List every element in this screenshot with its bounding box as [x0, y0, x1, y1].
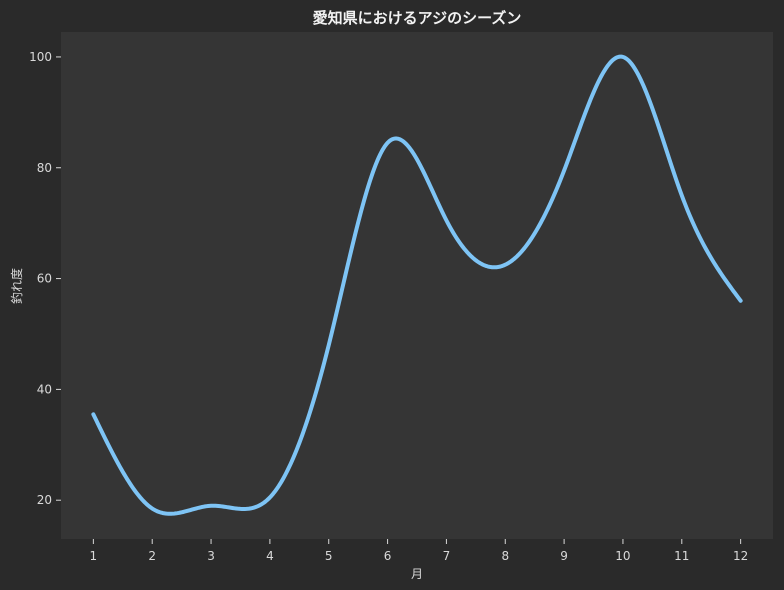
x-tick-label: 7 — [443, 549, 451, 563]
x-tick-label: 6 — [384, 549, 392, 563]
plot-area — [61, 32, 773, 539]
y-tick-label: 100 — [29, 50, 52, 64]
y-axis-label: 釣れ度 — [9, 268, 24, 304]
y-tick-label: 60 — [37, 272, 52, 286]
x-tick-label: 3 — [207, 549, 215, 563]
x-tick-label: 5 — [325, 549, 333, 563]
x-tick-label: 11 — [674, 549, 689, 563]
x-tick-label: 2 — [148, 549, 156, 563]
series-line — [91, 54, 743, 516]
x-axis-ticks: 1 2 3 4 5 6 7 8 9 10 11 12 — [90, 539, 748, 563]
chart-title: 愛知県におけるアジのシーズン — [313, 9, 522, 27]
y-tick-label: 80 — [37, 161, 52, 175]
y-tick-label: 20 — [37, 493, 52, 507]
y-axis-ticks: 20 40 60 80 100 — [29, 50, 61, 507]
x-tick-label: 12 — [733, 549, 748, 563]
x-tick-label: 1 — [90, 549, 98, 563]
x-tick-label: 9 — [560, 549, 568, 563]
y-tick-label: 40 — [37, 382, 52, 396]
x-axis-label: 月 — [411, 567, 423, 581]
x-tick-label: 4 — [266, 549, 274, 563]
x-tick-label: 8 — [501, 549, 509, 563]
x-tick-label: 10 — [615, 549, 630, 563]
